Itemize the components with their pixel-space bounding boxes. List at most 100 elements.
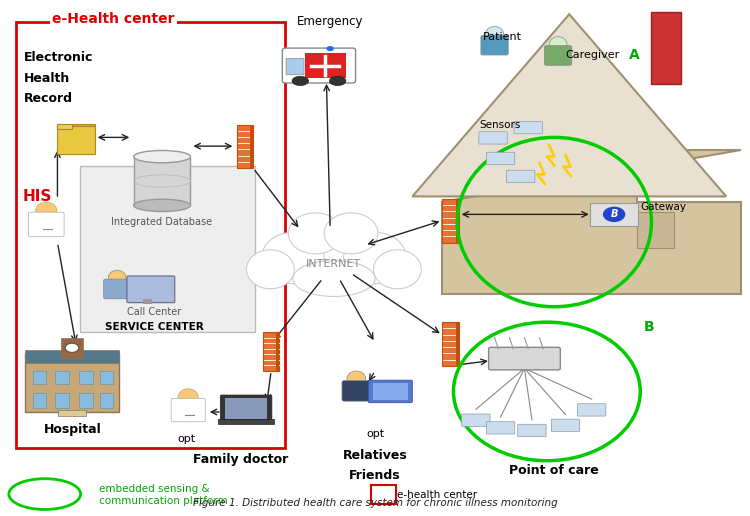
Ellipse shape bbox=[329, 76, 346, 86]
Bar bbox=[371, 485, 396, 504]
Text: embedded sensing &
communication platform: embedded sensing & communication platfor… bbox=[98, 485, 227, 506]
Bar bbox=[263, 332, 279, 371]
Text: Emergency: Emergency bbox=[297, 15, 364, 28]
Bar bbox=[56, 394, 69, 408]
FancyBboxPatch shape bbox=[28, 212, 64, 237]
Bar bbox=[456, 199, 459, 243]
Text: INTERNET: INTERNET bbox=[306, 259, 362, 269]
Ellipse shape bbox=[326, 46, 334, 51]
Bar bbox=[79, 371, 92, 384]
Bar bbox=[26, 350, 118, 363]
Bar bbox=[56, 371, 69, 384]
FancyBboxPatch shape bbox=[578, 404, 606, 416]
Ellipse shape bbox=[347, 371, 366, 386]
Text: Patient: Patient bbox=[482, 33, 521, 42]
Text: Point of care: Point of care bbox=[509, 464, 599, 477]
FancyBboxPatch shape bbox=[104, 279, 131, 299]
Bar bbox=[304, 53, 346, 78]
Bar bbox=[61, 337, 83, 358]
FancyBboxPatch shape bbox=[225, 398, 268, 418]
FancyBboxPatch shape bbox=[58, 123, 94, 128]
Bar bbox=[442, 199, 459, 243]
FancyBboxPatch shape bbox=[506, 170, 535, 183]
FancyBboxPatch shape bbox=[368, 380, 413, 402]
Ellipse shape bbox=[374, 250, 422, 289]
Text: HIS: HIS bbox=[22, 189, 52, 204]
Bar bbox=[442, 322, 459, 366]
Text: opt: opt bbox=[178, 433, 196, 444]
Bar bbox=[79, 394, 92, 408]
Bar bbox=[33, 394, 46, 408]
Bar bbox=[637, 212, 674, 248]
Ellipse shape bbox=[35, 202, 57, 220]
FancyBboxPatch shape bbox=[590, 203, 638, 225]
Bar bbox=[100, 394, 113, 408]
FancyBboxPatch shape bbox=[486, 152, 514, 165]
Bar bbox=[58, 410, 86, 416]
FancyBboxPatch shape bbox=[127, 276, 175, 303]
Text: Electronic: Electronic bbox=[24, 52, 93, 64]
Ellipse shape bbox=[292, 261, 375, 297]
FancyBboxPatch shape bbox=[544, 45, 572, 66]
Bar bbox=[100, 371, 113, 384]
FancyBboxPatch shape bbox=[488, 347, 560, 370]
Bar bbox=[143, 299, 152, 304]
Ellipse shape bbox=[247, 250, 294, 289]
Bar bbox=[277, 332, 279, 371]
Ellipse shape bbox=[178, 389, 198, 406]
Bar bbox=[456, 322, 459, 366]
Bar bbox=[218, 418, 274, 424]
FancyBboxPatch shape bbox=[58, 126, 94, 154]
FancyBboxPatch shape bbox=[342, 381, 370, 401]
Bar bbox=[16, 22, 285, 448]
Text: Friends: Friends bbox=[350, 469, 400, 481]
Bar bbox=[33, 371, 46, 384]
Text: Hospital: Hospital bbox=[44, 424, 101, 437]
Text: B: B bbox=[644, 320, 655, 334]
Ellipse shape bbox=[289, 218, 379, 288]
Text: opt: opt bbox=[366, 428, 384, 439]
FancyBboxPatch shape bbox=[220, 395, 272, 422]
FancyBboxPatch shape bbox=[481, 36, 508, 55]
Ellipse shape bbox=[65, 343, 79, 352]
Text: Gateway: Gateway bbox=[640, 202, 686, 212]
FancyBboxPatch shape bbox=[58, 123, 72, 128]
Polygon shape bbox=[652, 12, 681, 84]
Bar bbox=[251, 124, 254, 168]
Bar bbox=[237, 124, 254, 168]
Text: Figure 1. Distributed health care system for chronic illness monitoring: Figure 1. Distributed health care system… bbox=[193, 498, 557, 508]
FancyBboxPatch shape bbox=[518, 424, 546, 437]
FancyBboxPatch shape bbox=[171, 398, 206, 422]
Ellipse shape bbox=[262, 232, 324, 284]
Text: B: B bbox=[610, 209, 618, 219]
Bar bbox=[80, 166, 256, 332]
Text: Family doctor: Family doctor bbox=[193, 453, 288, 465]
Text: e-health center: e-health center bbox=[398, 490, 478, 500]
FancyBboxPatch shape bbox=[486, 422, 514, 434]
Text: A: A bbox=[629, 49, 640, 62]
FancyBboxPatch shape bbox=[286, 58, 304, 75]
Bar bbox=[134, 157, 190, 205]
Text: Caregiver: Caregiver bbox=[566, 50, 620, 60]
Ellipse shape bbox=[288, 213, 342, 254]
Text: Health: Health bbox=[24, 72, 70, 85]
Ellipse shape bbox=[134, 199, 190, 212]
Ellipse shape bbox=[603, 207, 625, 222]
FancyBboxPatch shape bbox=[514, 121, 542, 134]
Text: Sensors: Sensors bbox=[479, 120, 521, 130]
Text: Relatives: Relatives bbox=[343, 449, 407, 462]
Ellipse shape bbox=[549, 37, 567, 52]
FancyBboxPatch shape bbox=[478, 132, 507, 144]
Ellipse shape bbox=[486, 26, 503, 41]
Text: Call Center: Call Center bbox=[128, 307, 182, 317]
Polygon shape bbox=[442, 150, 741, 294]
Polygon shape bbox=[413, 14, 726, 197]
Ellipse shape bbox=[134, 151, 190, 163]
FancyBboxPatch shape bbox=[373, 383, 408, 400]
Ellipse shape bbox=[344, 232, 406, 284]
Text: Record: Record bbox=[24, 92, 73, 105]
Ellipse shape bbox=[292, 76, 308, 86]
Text: Integrated Database: Integrated Database bbox=[112, 217, 212, 227]
FancyBboxPatch shape bbox=[551, 419, 580, 431]
Ellipse shape bbox=[108, 270, 126, 285]
